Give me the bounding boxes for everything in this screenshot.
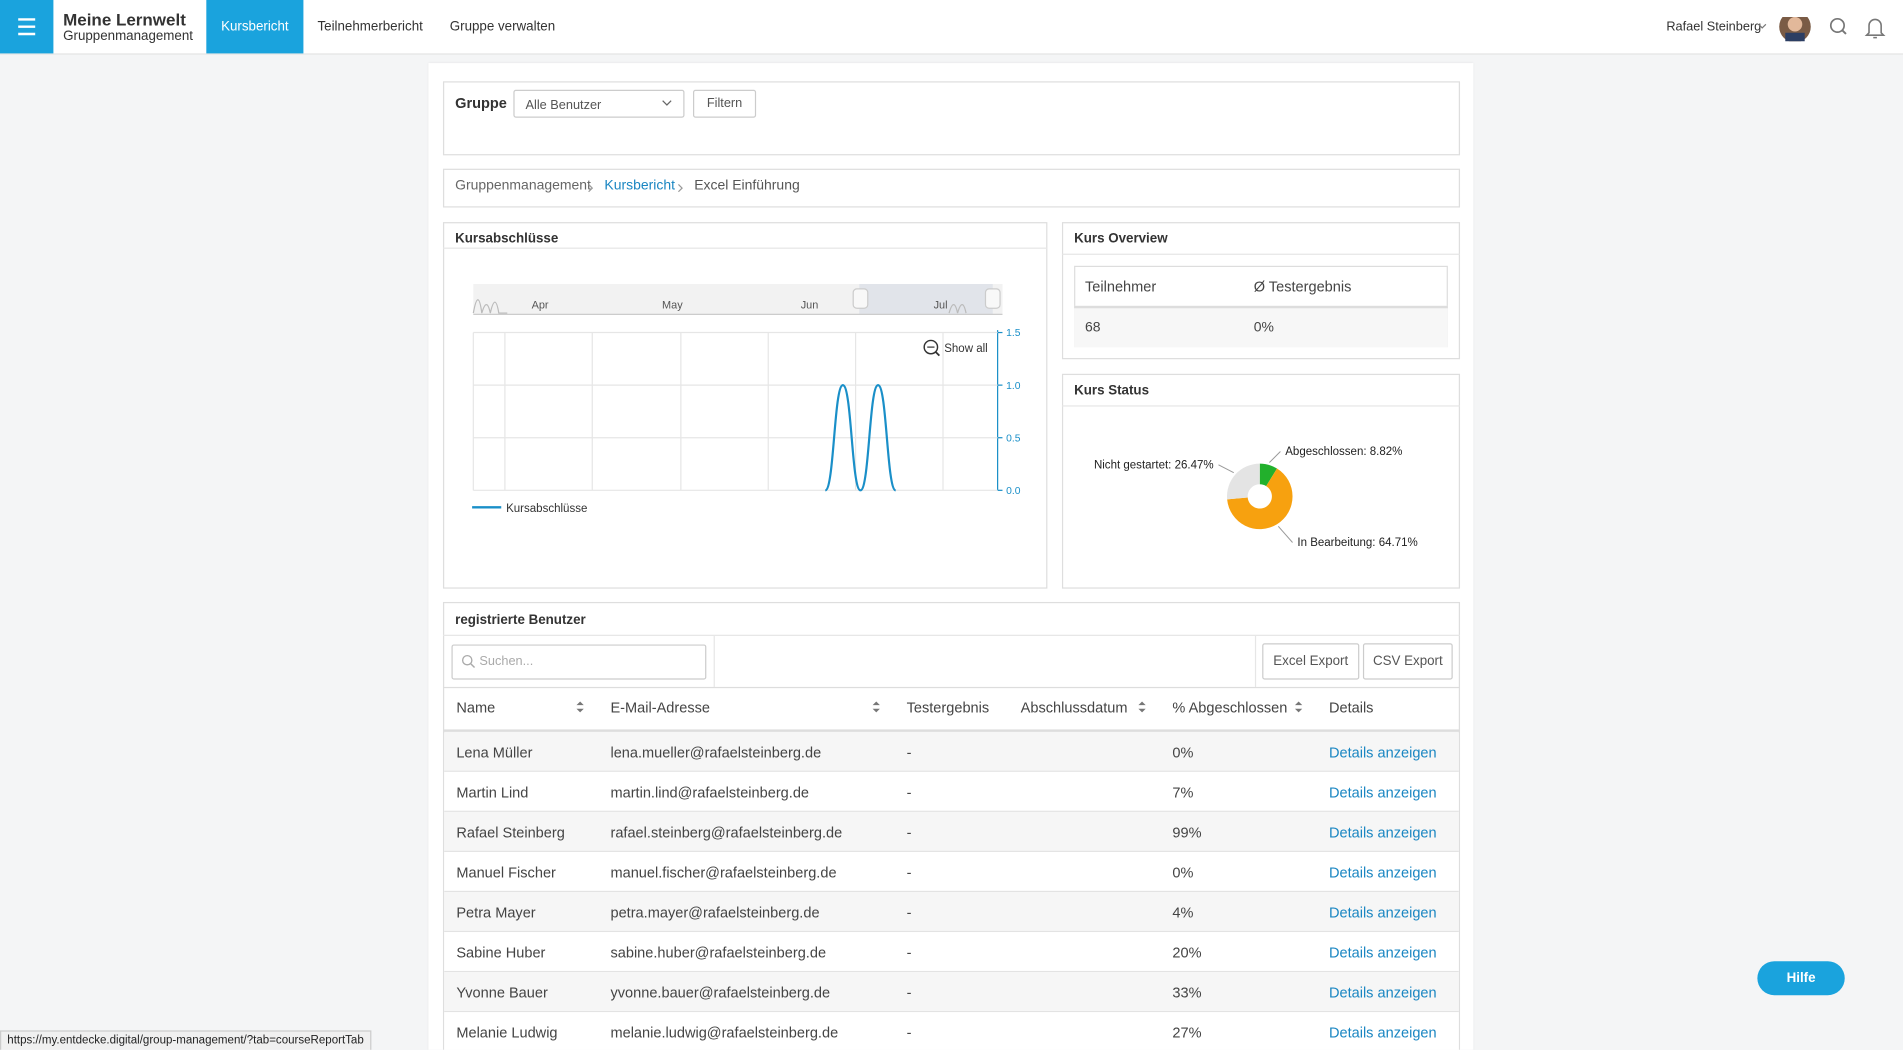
cell: Melanie Ludwig	[456, 1024, 558, 1042]
details-link[interactable]: Details anzeigen	[1328, 784, 1437, 802]
details-link[interactable]: Details anzeigen	[1328, 944, 1437, 962]
cell: -	[906, 944, 912, 962]
details-link[interactable]: Details anzeigen	[1328, 904, 1437, 922]
cell: sabine.huber@rafaelsteinberg.de	[610, 944, 827, 962]
cell: -	[906, 864, 912, 882]
column-header[interactable]: Abschlussdatum	[1020, 699, 1128, 717]
cell: lena.mueller@rafaelsteinberg.de	[610, 743, 822, 761]
cell: Yvonne Bauer	[456, 984, 548, 1002]
cell: yvonne.bauer@rafaelsteinberg.de	[610, 984, 831, 1002]
panel-title: registrierte Benutzer	[455, 612, 586, 628]
divider	[1061, 405, 1461, 407]
cell: 27%	[1172, 1024, 1202, 1042]
top-bar	[0, 0, 1903, 55]
cell: -	[906, 784, 912, 802]
cell: 20%	[1172, 944, 1202, 962]
column-header[interactable]: Testergebnis	[906, 699, 990, 717]
cell: 7%	[1172, 784, 1194, 802]
cell: martin.lind@rafaelsteinberg.de	[610, 784, 810, 802]
column-header: Teilnehmer	[1085, 277, 1157, 295]
details-link[interactable]: Details anzeigen	[1328, 864, 1437, 882]
cell: 68	[1085, 320, 1101, 335]
cell: 99%	[1172, 824, 1202, 842]
table-row	[444, 972, 1459, 1013]
search-icon	[461, 654, 476, 669]
column-header[interactable]: E-Mail-Adresse	[610, 699, 711, 717]
cell: -	[906, 743, 912, 761]
table-row	[444, 811, 1459, 852]
cell: -	[906, 824, 912, 842]
cell: 0%	[1172, 743, 1194, 761]
header-icons	[1758, 16, 1886, 42]
cell: Manuel Fischer	[456, 864, 556, 882]
cell: -	[906, 1024, 912, 1042]
breadcrumb-panel	[442, 168, 1461, 208]
app-subtitle: Gruppenmanagement	[63, 29, 193, 44]
breadcrumb-separators	[588, 184, 683, 193]
panel-title: Kurs Overview	[1074, 231, 1168, 247]
search-input[interactable]: Suchen...	[451, 644, 707, 680]
cell: -	[906, 984, 912, 1002]
breadcrumb-item: Excel Einführung	[694, 178, 800, 193]
table-row	[444, 892, 1459, 933]
panel-title: Kursabschlüsse	[455, 231, 559, 247]
panel-title: Kurs Status	[1074, 383, 1150, 399]
overview-row	[1074, 305, 1448, 348]
column-header: Ø Testergebnis	[1253, 277, 1352, 295]
select-caret	[662, 100, 672, 106]
export-button[interactable]: Excel Export	[1262, 643, 1360, 680]
menu-icon	[18, 18, 36, 36]
divider	[1061, 253, 1461, 255]
column-header[interactable]: Name	[456, 699, 496, 717]
tab[interactable]: Gruppe verwalten	[449, 19, 556, 34]
export-button[interactable]: CSV Export	[1362, 643, 1453, 680]
cell: rafael.steinberg@rafaelsteinberg.de	[610, 824, 843, 842]
filter-label: Gruppe	[455, 94, 507, 112]
divider	[1254, 635, 1257, 687]
details-link[interactable]: Details anzeigen	[1328, 824, 1437, 842]
table-row	[444, 771, 1459, 812]
breadcrumb-item[interactable]: Gruppenmanagement	[455, 178, 591, 193]
group-select[interactable]: Alle Benutzer	[513, 89, 685, 118]
table-row	[444, 1012, 1459, 1050]
cell: Lena Müller	[456, 743, 533, 761]
menu-button[interactable]	[0, 0, 54, 54]
filter-button[interactable]: Filtern	[692, 89, 757, 118]
cell: melanie.ludwig@rafaelsteinberg.de	[610, 1024, 839, 1042]
cell: Rafael Steinberg	[456, 824, 565, 842]
cell: Petra Mayer	[456, 904, 536, 922]
cell: Sabine Huber	[456, 944, 546, 962]
divider	[442, 634, 1461, 636]
table-row	[444, 932, 1459, 973]
chart-panel	[442, 222, 1048, 589]
cell: 33%	[1172, 984, 1202, 1002]
column-header[interactable]: Details	[1328, 699, 1374, 717]
cell: 4%	[1172, 904, 1194, 922]
details-link[interactable]: Details anzeigen	[1328, 1024, 1437, 1042]
details-link[interactable]: Details anzeigen	[1328, 984, 1437, 1002]
help-button[interactable]: Hilfe	[1757, 961, 1845, 996]
table-row	[444, 731, 1459, 772]
help-label: Hilfe	[1786, 970, 1816, 986]
details-link[interactable]: Details anzeigen	[1328, 743, 1437, 761]
cell: Martin Lind	[456, 784, 529, 802]
table-header	[442, 686, 1461, 734]
tab[interactable]: Kursbericht	[206, 0, 304, 54]
column-header[interactable]: % Abgeschlossen	[1172, 699, 1288, 717]
status-url: https://my.entdecke.digital/group-manage…	[0, 1030, 372, 1050]
app-title: Meine Lernwelt	[63, 9, 186, 30]
cell: manuel.fischer@rafaelsteinberg.de	[610, 864, 837, 882]
divider	[713, 635, 715, 687]
cell: petra.mayer@rafaelsteinberg.de	[610, 904, 820, 922]
cell: -	[906, 904, 912, 922]
user-name[interactable]: Rafael Steinberg	[1666, 19, 1762, 34]
breadcrumb-item[interactable]: Kursbericht	[604, 178, 675, 193]
tab[interactable]: Teilnehmerbericht	[317, 19, 423, 34]
cell: 0%	[1172, 864, 1194, 882]
divider	[442, 247, 1048, 249]
table-row	[444, 851, 1459, 893]
cell: 0%	[1253, 320, 1274, 335]
